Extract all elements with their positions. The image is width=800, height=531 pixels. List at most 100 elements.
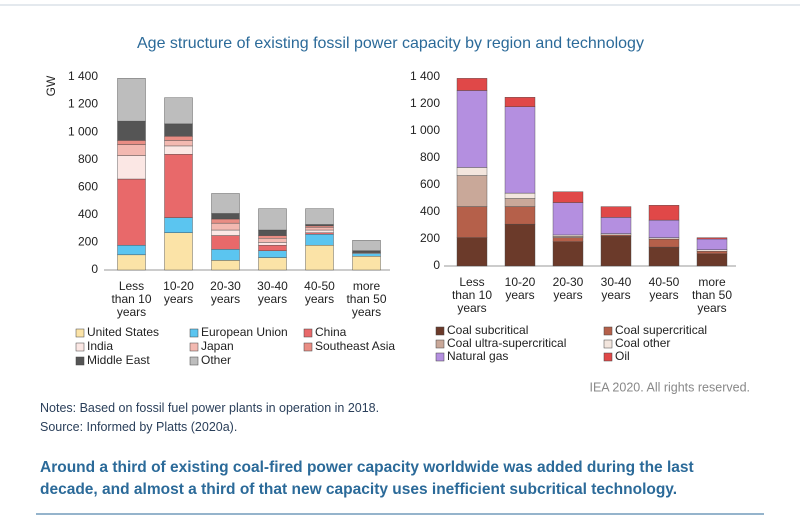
legend-label: India	[87, 339, 113, 353]
x-tick-label: 10-20 years	[504, 275, 536, 302]
y-tick-label: 600	[78, 179, 98, 193]
bar-segment	[164, 217, 193, 233]
bar-segment	[258, 257, 287, 271]
bar-segment	[211, 229, 240, 236]
bar-segment	[305, 233, 334, 246]
y-tick-label: 400	[78, 207, 98, 221]
legend-swatch	[303, 328, 313, 338]
legend-swatch	[603, 339, 613, 349]
copyright: IEA 2020. All rights reserved.	[589, 380, 750, 394]
bar-segment	[456, 206, 488, 238]
legend-swatch	[75, 328, 85, 338]
x-tick-label: 30-40 years	[257, 279, 288, 306]
legend-label: European Union	[201, 325, 288, 339]
bar-segment	[696, 238, 728, 251]
x-tick-label: 10-20 years	[163, 279, 194, 306]
bar-segment	[552, 234, 584, 237]
bar-segment	[456, 90, 488, 168]
y-tick-label: 1 400	[68, 69, 98, 83]
bar-segment	[504, 97, 536, 107]
bar-segment	[456, 78, 488, 91]
y-tick-label: 1 000	[410, 123, 440, 137]
bar-segment	[600, 233, 632, 236]
bar-segment	[456, 175, 488, 207]
legend-swatch	[435, 352, 445, 362]
bar-segment	[117, 120, 146, 141]
bar-segment	[164, 136, 193, 141]
x-tick-label: 40-50 years	[304, 279, 335, 306]
bar-segment	[117, 78, 146, 122]
bar-segment	[504, 198, 536, 207]
bar-segment	[258, 250, 287, 258]
bar-segment	[211, 218, 240, 224]
bar-segment	[352, 253, 381, 257]
x-tick-label: more than 50 years	[346, 279, 387, 319]
bar-segment	[696, 237, 728, 240]
legend-label: Natural gas	[447, 349, 508, 363]
bar-segment	[552, 191, 584, 203]
bar-segment	[164, 145, 193, 155]
bar-segment	[211, 249, 240, 261]
bar-segment	[305, 232, 334, 235]
bar-segment	[552, 202, 584, 236]
y-axis-label: GW	[44, 75, 58, 96]
bar-segment	[164, 97, 193, 125]
x-tick-label: 20-30 years	[552, 275, 584, 302]
y-tick-label: 1 000	[68, 124, 98, 138]
bar-segment	[211, 235, 240, 250]
chart-title: Age structure of existing fossil power c…	[137, 35, 644, 52]
bar-segment	[117, 155, 146, 180]
bar-segment	[648, 219, 680, 238]
x-tick-label: 30-40 years	[600, 275, 632, 302]
legend-swatch	[189, 328, 199, 338]
bar-segment	[211, 260, 240, 271]
bar-segment	[258, 208, 287, 231]
legend-label: Southeast Asia	[315, 339, 395, 353]
x-tick-label: Less than 10 years	[111, 279, 152, 319]
bar-segment	[352, 250, 381, 253]
bar-segment	[352, 240, 381, 251]
y-tick-label: 200	[78, 235, 98, 249]
legend-label: Oil	[615, 349, 630, 363]
bar-segment	[504, 223, 536, 267]
bar-segment	[305, 227, 334, 231]
bar-segment	[117, 144, 146, 156]
caption: Around a third of existing coal-fired po…	[40, 459, 694, 498]
bar-segment	[164, 153, 193, 218]
legend-label: Other	[201, 353, 231, 367]
y-tick-label: 0	[433, 258, 440, 272]
legend-label: Coal subcritical	[447, 323, 528, 337]
y-tick-label: 0	[91, 262, 98, 276]
x-tick-label: Less than 10 years	[451, 275, 493, 315]
bar-segment	[648, 238, 680, 248]
legend-label: United States	[87, 325, 159, 339]
bar-segment	[552, 241, 584, 267]
bar-segment	[211, 213, 240, 220]
bar-segment	[117, 244, 146, 256]
y-tick-label: 600	[420, 177, 440, 191]
bar-segment	[305, 224, 334, 227]
bar-segment	[648, 237, 680, 240]
y-tick-label: 400	[420, 204, 440, 218]
legend-swatch	[435, 326, 445, 336]
bar-segment	[164, 140, 193, 147]
bar-segment	[352, 256, 381, 271]
bar-segment	[305, 244, 334, 271]
bar-segment	[211, 222, 240, 231]
bar-segment	[600, 234, 632, 237]
bar-segment	[504, 192, 536, 199]
bar-segment	[552, 236, 584, 238]
bar-segment	[258, 235, 287, 239]
y-tick-label: 1 200	[68, 97, 98, 111]
bar-segment	[600, 236, 632, 267]
bar-segment	[258, 244, 287, 251]
bar-segment	[305, 225, 334, 228]
bar-segment	[117, 140, 146, 145]
source: Source: Informed by Platts (2020a).	[40, 420, 238, 434]
bar-segment	[211, 193, 240, 214]
bar-segment	[600, 217, 632, 234]
x-tick-label: 20-30 years	[210, 279, 241, 306]
legend-swatch	[75, 342, 85, 352]
